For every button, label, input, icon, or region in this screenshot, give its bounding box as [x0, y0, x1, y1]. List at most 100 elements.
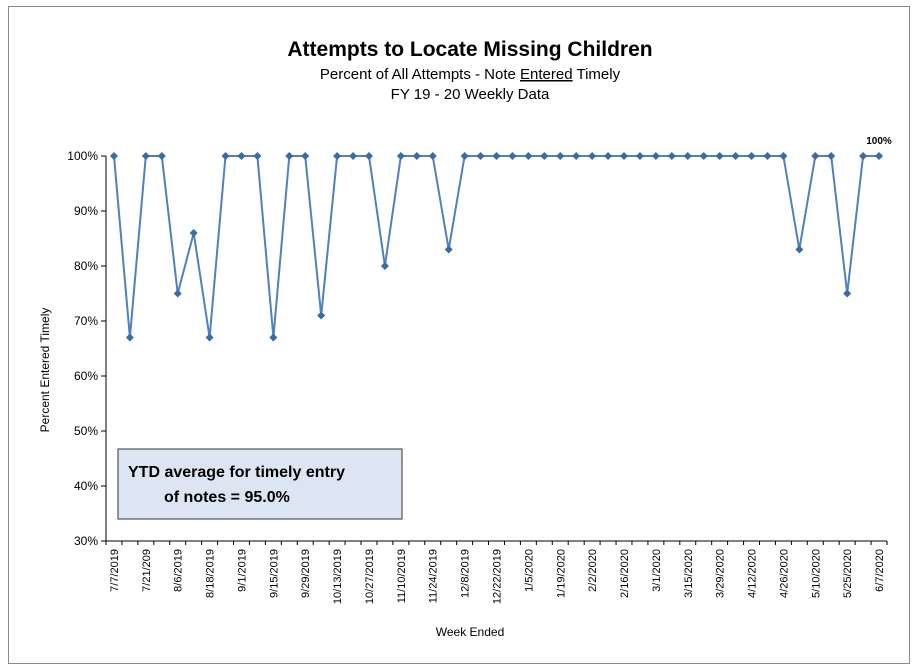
y-tick-label: 30% [74, 534, 98, 548]
data-point [444, 245, 453, 254]
data-point [843, 289, 852, 298]
chart-title: Attempts to Locate Missing Children [287, 38, 652, 61]
x-tick-label: 9/15/2019 [268, 549, 280, 598]
y-tick-label: 50% [74, 424, 98, 438]
last-point-data-label: 100% [866, 136, 892, 147]
y-axis-label: Percent Entered Timely [38, 308, 52, 433]
data-point [141, 152, 150, 160]
x-tick-label: 3/29/2020 [715, 549, 727, 598]
data-point [540, 152, 549, 160]
series-group: 100% [109, 136, 892, 342]
data-point [875, 152, 884, 160]
x-tick-label: 11/24/2019 [428, 549, 440, 603]
subtitle-prefix: Percent of All Attempts - Note [320, 66, 520, 83]
y-tick-label: 70% [74, 314, 98, 328]
y-tick-label: 90% [74, 204, 98, 218]
data-point [285, 152, 294, 160]
y-tick-label: 80% [74, 259, 98, 273]
data-point [396, 152, 405, 160]
x-tick-label: 12/22/2019 [492, 549, 504, 604]
data-point [556, 152, 565, 160]
data-point [157, 152, 166, 160]
data-point [476, 152, 485, 160]
data-point [428, 152, 437, 160]
data-point [811, 152, 820, 160]
ytd-note-background [117, 448, 403, 520]
x-tick-label: 2/2/2020 [587, 549, 599, 592]
data-point [763, 152, 772, 160]
data-point [253, 152, 262, 160]
data-point [301, 152, 310, 160]
data-point [683, 152, 692, 160]
x-tick-label: 1/19/2020 [555, 549, 567, 598]
data-point [588, 152, 597, 160]
ytd-note-line2: of notes = 95.0% [164, 489, 290, 506]
data-point [747, 152, 756, 160]
data-point [779, 152, 788, 160]
data-point [492, 152, 501, 160]
data-point [317, 311, 326, 320]
chart-subtitle-2: FY 19 - 20 Weekly Data [391, 86, 550, 103]
x-tick-label: 3/1/2020 [651, 549, 663, 592]
data-point [349, 152, 358, 160]
chart-subtitle: Percent of All Attempts - Note Entered T… [320, 66, 621, 83]
data-point [827, 152, 836, 160]
subtitle-underlined: Entered [520, 66, 573, 83]
data-point [460, 152, 469, 160]
ytd-note-line1: YTD average for timely entry [128, 464, 345, 481]
x-tick-label: 4/12/2020 [747, 549, 759, 598]
data-point [651, 152, 660, 160]
x-tick-label: 8/6/2019 [173, 549, 185, 592]
x-axis-label: Week Ended [436, 625, 505, 639]
data-point [380, 262, 389, 270]
data-point [508, 152, 517, 160]
x-tick-label: 7/21/209 [141, 549, 153, 592]
y-axis: 30% 40% 50% 60% 70% 80% 90% 100% [67, 149, 107, 548]
data-point [205, 333, 214, 342]
x-tick-label: 9/29/2019 [300, 549, 312, 598]
data-point [572, 152, 581, 160]
x-tick-label: 6/7/2020 [874, 549, 886, 592]
data-point [412, 152, 421, 160]
data-point [364, 152, 373, 160]
subtitle-suffix: Timely [573, 66, 621, 83]
x-tick-label: 12/8/2019 [460, 549, 472, 598]
x-tick-label: 1/5/2020 [523, 549, 535, 592]
data-point [795, 245, 804, 254]
x-tick-label: 5/10/2020 [810, 549, 822, 598]
data-point [620, 152, 629, 160]
data-point [731, 152, 740, 160]
x-tick-label: 2/16/2020 [619, 549, 631, 598]
data-point [189, 229, 198, 237]
data-point [221, 152, 230, 160]
ytd-note-box: YTD average for timely entry of notes = … [117, 448, 403, 520]
x-tick-label: 9/1/2019 [236, 549, 248, 592]
data-point [524, 152, 533, 160]
data-point [604, 152, 613, 160]
data-point [269, 333, 278, 342]
data-point [699, 152, 708, 160]
x-axis: 7/7/2019 7/21/209 8/6/2019 8/18/2019 9/1/201… [105, 540, 888, 604]
data-point [173, 289, 182, 298]
data-point [715, 152, 724, 160]
series-line [113, 155, 879, 338]
data-point [859, 152, 868, 160]
x-tick-label: 11/10/2019 [396, 549, 408, 603]
chart-frame [8, 6, 910, 664]
x-tick-label: 8/18/2019 [205, 549, 217, 598]
y-tick-label: 60% [74, 369, 98, 383]
data-point [667, 152, 676, 160]
y-tick-label: 100% [67, 149, 98, 163]
data-point [125, 333, 134, 342]
x-tick-label: 7/7/2019 [109, 549, 121, 592]
data-point [333, 152, 342, 160]
data-point [237, 152, 246, 160]
data-point [635, 152, 644, 160]
x-tick-label: 10/13/2019 [332, 549, 344, 604]
y-tick-label: 40% [74, 479, 98, 493]
x-tick-label: 5/25/2020 [842, 549, 854, 598]
x-tick-label: 4/26/2020 [778, 549, 790, 598]
x-tick-label: 3/15/2020 [683, 549, 695, 598]
x-tick-label: 10/27/2019 [364, 549, 376, 604]
